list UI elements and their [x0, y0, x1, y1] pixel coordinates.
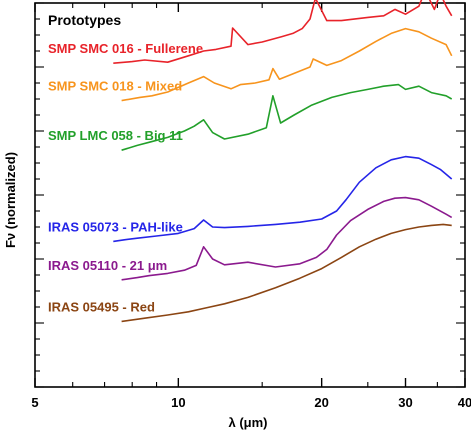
series-label: IRAS 05073 - PAH-like: [48, 219, 183, 234]
chart-title: Prototypes: [48, 12, 121, 28]
x-tick-label: 20: [314, 395, 328, 410]
y-axis-title: Fν (normalized): [3, 152, 18, 248]
series-line: [121, 223, 452, 323]
series-label: IRAS 05495 - Red: [48, 299, 155, 314]
series-label: SMP SMC 018 - Mixed: [48, 79, 182, 94]
series-label: IRAS 05110 - 21 μm: [48, 258, 167, 273]
series-line: [121, 27, 453, 102]
series-line: [121, 83, 453, 151]
x-tick-label: 10: [171, 395, 185, 410]
x-tick-label: 5: [31, 395, 38, 410]
plot-frame: [34, 2, 466, 388]
series-line: [121, 196, 453, 281]
axis-ticks: [34, 2, 466, 388]
series-labels: SMP SMC 016 - Fullerene SMP SMC 018 - Mix…: [48, 41, 203, 314]
x-tick-label: 30: [398, 395, 412, 410]
series-label: SMP LMC 058 - Big 11: [48, 128, 183, 143]
x-axis-title: λ (μm): [228, 415, 267, 430]
series-label: SMP SMC 016 - Fullerene: [48, 41, 203, 56]
x-tick-label: 40: [458, 395, 471, 410]
series-line: [113, 0, 453, 64]
x-tick-labels: 5 10 20 30 40: [31, 395, 471, 410]
series-line: [113, 155, 453, 243]
series-lines: [113, 0, 453, 323]
